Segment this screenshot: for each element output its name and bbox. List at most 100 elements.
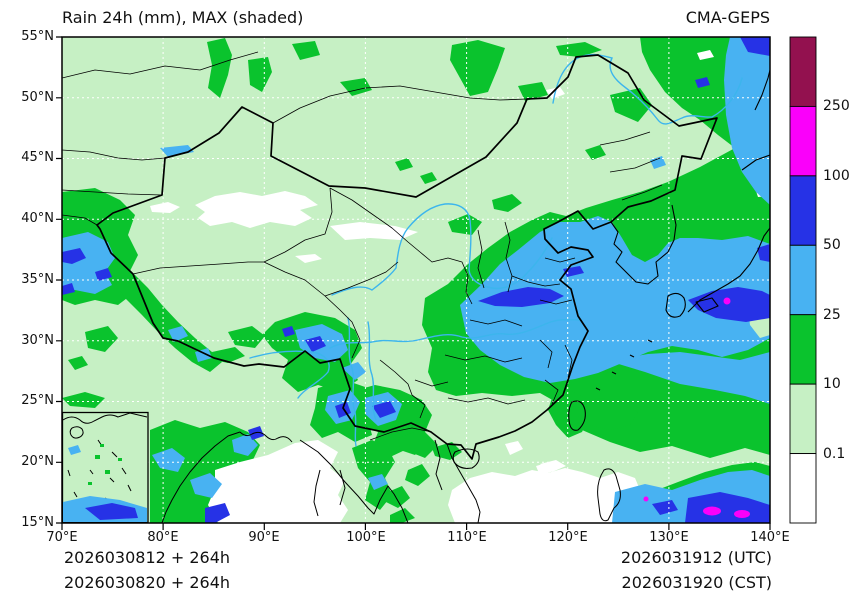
colorbar-segment [789,244,817,316]
y-tick-label: 20°N [21,454,54,469]
rain-max-spot [734,510,750,518]
south-china-sea-inset [62,411,149,523]
rain-blob [518,82,548,101]
rain-layer-trace [62,50,770,523]
rain-blob [340,78,372,96]
x-tick-label: 100°E [346,530,386,545]
inset-rain-core [85,503,138,520]
coast-taiwan [568,400,586,431]
colorbar-segment [789,36,817,107]
border-line [263,261,361,359]
rain-blob [724,37,770,205]
colorbar-segment [789,105,817,177]
border-line [329,187,473,305]
rain-blob [168,326,212,362]
y-tick-label: 25°N [21,393,54,408]
y-tick-label: 30°N [21,333,54,348]
dry-area [505,441,566,476]
graticule [62,37,770,523]
colorbar-segment [789,175,817,246]
y-tick-label: 15°N [21,515,54,530]
colorbar-label: 50 [823,237,841,253]
x-tick-label: 70°E [46,530,78,545]
rain-blob [292,41,320,60]
colorbar-label: 25 [823,307,841,323]
rain-blob [248,402,351,440]
china-border [96,54,718,460]
coast-vietnam [434,439,481,523]
province-borders [62,51,770,523]
coast-bay-of-bengal [161,431,409,523]
y-tick-label: 35°N [21,272,54,287]
x-tick-label: 130°E [649,530,689,545]
river-brahmaputra [249,350,330,399]
axis-ticks [56,36,771,530]
rain-blob [68,326,118,370]
colorbar-label: 0.1 [823,446,846,462]
colorbar [789,36,817,524]
colorbar-label: 10 [823,376,841,392]
rain-layer-100mm [643,297,750,518]
rain-blob [248,57,272,92]
y-tick-label: 40°N [21,211,54,226]
colorbar-label: 250 [823,98,850,114]
islands-ryukyu [595,339,653,391]
rain-blob [578,398,638,430]
border-line [511,257,576,305]
y-tick-label: 55°N [21,29,54,44]
river-mekong [367,321,377,421]
y-tick-label: 50°N [21,90,54,105]
rain-blob [585,145,606,160]
dry-area [448,468,640,523]
coast-hainan [452,448,480,469]
coast-japan [665,69,770,318]
colorbar-segment [789,383,817,455]
border-central-asia [62,149,166,226]
x-tick-label: 120°E [548,530,588,545]
rain-blob [390,432,462,523]
dry-area [195,191,318,228]
valid-time-cst: 2026031920 (CST) [621,573,772,592]
y-tick-label: 45°N [21,150,54,165]
rain-blob [448,194,522,235]
rain-blob [478,287,564,307]
border-line [444,319,573,379]
colorbar-segment [789,453,817,524]
rain-blob [612,352,770,404]
rain-blob [152,434,258,498]
x-tick-label: 140°E [750,530,790,545]
border-mongolia-russia [272,85,528,124]
river-yangtze [329,318,581,349]
rain-blob [450,40,505,96]
dry-area [150,202,418,263]
init-time-cst: 2026030820 + 264h [64,573,231,592]
rain-blob [207,38,232,98]
coast-korea [610,204,677,285]
border-line [477,221,513,293]
inset-rain-band [63,445,147,522]
rain-blob [282,326,396,418]
border-line [324,261,399,297]
page-title: Rain 24h (mm), MAX (shaded) [62,8,304,27]
rain-max-spot [703,506,721,516]
valid-time-utc: 2026031912 (UTC) [620,548,772,567]
river-salween [347,317,357,447]
inset-coastline [62,412,148,439]
coast-luzon [597,468,621,522]
rain-max-spot [643,496,649,502]
x-tick-label: 90°E [248,530,280,545]
x-tick-label: 110°E [447,530,487,545]
x-tick-label: 80°E [147,530,179,545]
border-russia [62,51,259,79]
rain-blob [62,392,105,408]
border-line [369,359,559,441]
colorbar-label: 100 [823,168,850,184]
rain-max-spot [723,297,731,305]
colorbar-segment [789,314,817,385]
river-yellow [331,203,553,296]
rain-blob [205,503,230,523]
border-line [599,131,663,201]
rain-blob [212,326,265,363]
